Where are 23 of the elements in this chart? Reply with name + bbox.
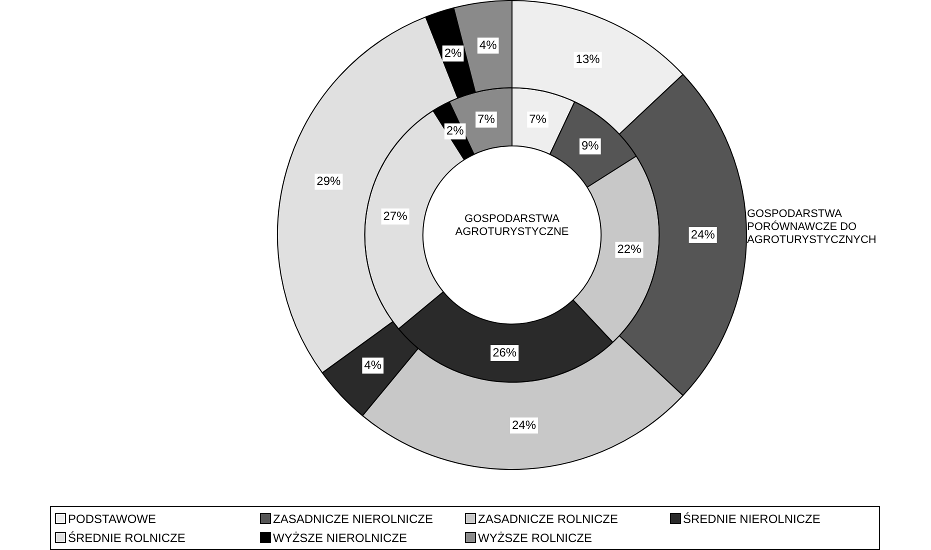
data-label: 9% — [581, 138, 600, 153]
data-label: 4% — [479, 38, 498, 52]
legend-label: ZASADNICZE NIEROLNICZE — [273, 512, 434, 526]
data-label: 7% — [478, 112, 496, 126]
data-label: 24% — [512, 418, 536, 432]
legend-label: ZASADNICZE ROLNICZE — [478, 512, 618, 526]
data-label: 4% — [364, 358, 382, 372]
data-label: 13% — [576, 52, 600, 66]
data-label: 2% — [446, 124, 464, 138]
slice-label: GOSPODARSTWA AGROTURYSTYCZNE — [454, 213, 570, 239]
data-label: 7% — [529, 112, 547, 126]
data-label: 24% — [690, 227, 716, 242]
data-label: 26% — [492, 345, 517, 360]
data-label: 22% — [617, 242, 642, 256]
data-label: 29% — [316, 174, 342, 188]
legend-label: WYŻSZE ROLNICZE — [478, 530, 592, 544]
data-label: 27% — [383, 208, 408, 223]
legend-label: WYŻSZE NIEROLNICZE — [273, 530, 408, 544]
legend-label: PODSTAWOWE — [68, 512, 156, 526]
legend-label: ŚREDNIE ROLNICZE — [68, 530, 186, 544]
legend-label: ŚREDNIE NIEROLNICZE — [683, 512, 820, 526]
data-label: 2% — [444, 46, 462, 60]
slice-label: GOSPODARSTWA PORÓWNAWCZE DO AGROTURYSTYCZNYCH — [747, 208, 878, 247]
